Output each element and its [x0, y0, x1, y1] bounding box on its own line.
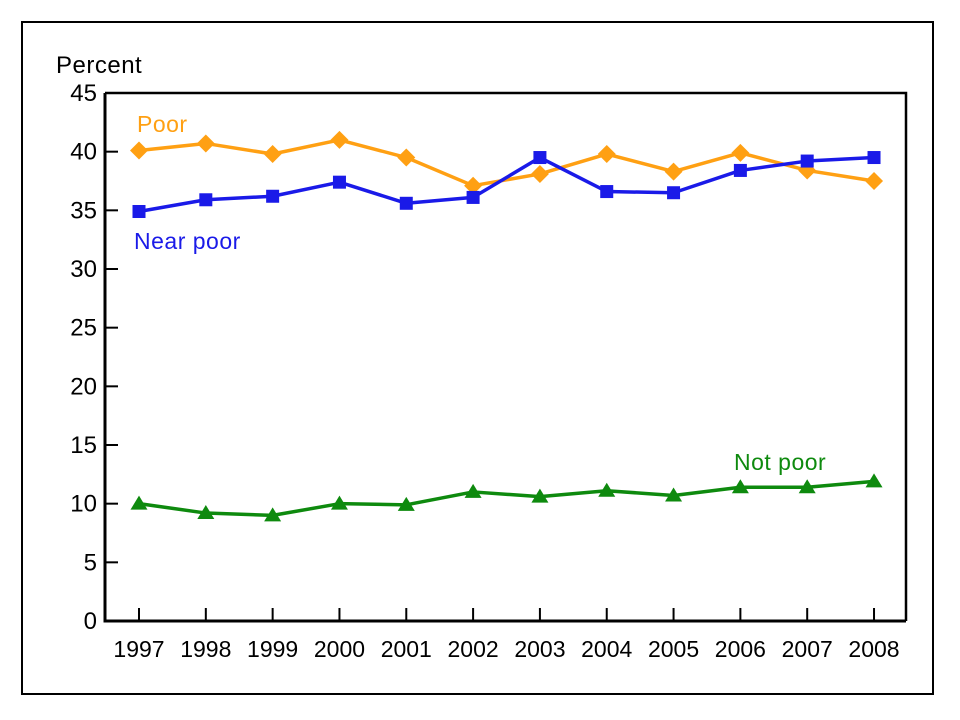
y-tick-label: 25 [70, 315, 97, 342]
x-tick-label: 2008 [848, 636, 899, 662]
series-label-near-poor: Near poor [134, 228, 241, 254]
marker-near-poor-2006 [733, 163, 747, 177]
y-tick-label: 5 [84, 549, 97, 576]
marker-poor-2004 [597, 145, 616, 164]
y-tick-label: 10 [70, 491, 97, 518]
marker-poor-2008 [865, 172, 884, 190]
series-line-not-poor [138, 479, 875, 518]
marker-not-poor-1999 [264, 507, 282, 522]
marker-near-poor-2005 [667, 186, 681, 200]
series-line-near-poor [138, 155, 875, 214]
y-tick-label: 35 [70, 197, 97, 224]
marker-poor-2001 [397, 148, 416, 167]
marker-not-poor-2006 [731, 479, 749, 494]
marker-near-poor-1998 [199, 193, 213, 207]
y-tick-label: 40 [70, 139, 97, 166]
marker-near-poor-2002 [466, 190, 480, 204]
marker-poor-2000 [330, 130, 349, 149]
marker-not-poor-2007 [798, 479, 816, 494]
marker-poor-1999 [263, 145, 282, 164]
marker-poor-2003 [530, 164, 549, 183]
axis-lines [103, 93, 906, 623]
series-label-not-poor: Not poor [734, 449, 827, 475]
x-tick-label: 2000 [314, 636, 365, 662]
marker-poor-2006 [731, 143, 750, 162]
marker-near-poor-2003 [533, 151, 547, 165]
y-axis-title: Percent [56, 52, 143, 79]
marker-not-poor-2008 [865, 473, 883, 488]
marker-near-poor-1999 [266, 189, 280, 203]
marker-poor-1997 [130, 141, 148, 160]
y-tick-label: 15 [70, 432, 97, 459]
marker-near-poor-2008 [867, 151, 881, 165]
marker-poor-1998 [196, 134, 215, 153]
x-tick-label: 2003 [514, 636, 565, 662]
x-tick-label: 1999 [247, 636, 298, 662]
marker-not-poor-2003 [531, 488, 549, 503]
marker-not-poor-2002 [464, 483, 482, 498]
marker-not-poor-1998 [197, 505, 215, 520]
marker-near-poor-1997 [132, 205, 146, 219]
marker-not-poor-2001 [397, 496, 415, 511]
x-tick-label: 2001 [381, 636, 432, 662]
marker-not-poor-2004 [598, 482, 616, 497]
marker-poor-2002 [464, 176, 483, 195]
x-tick-label: 2006 [715, 636, 766, 662]
chart-frame [21, 21, 934, 695]
x-tick-label: 1997 [113, 636, 164, 662]
x-tick-label: 2004 [581, 636, 632, 662]
marker-near-poor-2007 [800, 154, 814, 168]
x-tick-label: 2005 [648, 636, 699, 662]
marker-near-poor-2004 [600, 185, 614, 199]
y-tick-label: 0 [84, 608, 97, 635]
series-line-poor [138, 138, 875, 188]
plot-box-top-right [105, 91, 908, 621]
y-tick-label: 20 [70, 373, 97, 400]
marker-near-poor-2000 [332, 175, 346, 189]
series-label-poor: Poor [137, 111, 188, 137]
x-tick-label: 2002 [448, 636, 499, 662]
marker-not-poor-1997 [130, 495, 148, 510]
x-tick-label: 2007 [782, 636, 833, 662]
y-tick-label: 45 [70, 80, 97, 107]
x-tick-label: 1998 [180, 636, 231, 662]
marker-not-poor-2000 [330, 495, 348, 510]
marker-near-poor-2001 [399, 196, 413, 210]
marker-not-poor-2005 [665, 487, 683, 502]
y-tick-label: 30 [70, 256, 97, 283]
marker-poor-2005 [664, 162, 683, 181]
